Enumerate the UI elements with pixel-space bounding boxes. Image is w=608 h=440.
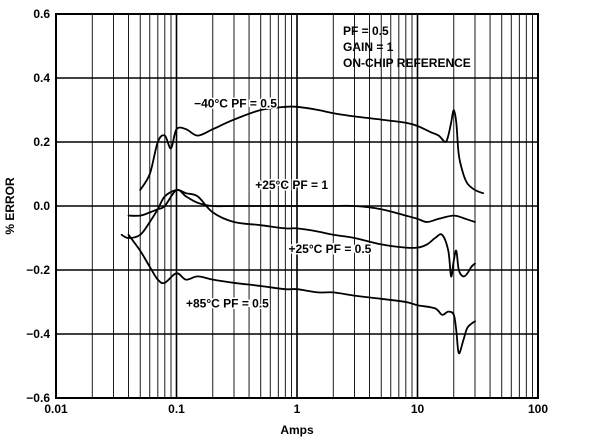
- series-label-2: +25°C PF = 0.5: [289, 242, 372, 256]
- y-tick-label: 0.0: [33, 199, 50, 213]
- series-line-0: [139, 105, 484, 195]
- series-line-2: [120, 189, 476, 278]
- y-tick-label: −0.2: [26, 263, 50, 277]
- plot-frame: [55, 13, 539, 399]
- x-tick-label: 0.1: [168, 402, 185, 416]
- series-group: [120, 105, 484, 355]
- conditions-legend: PF = 0.5 GAIN = 1 ON-CHIP REFERENCE: [343, 24, 471, 70]
- x-tick-label: 100: [528, 402, 548, 416]
- x-axis-label: Amps: [280, 423, 314, 437]
- tick-labels: 0.6 0.4 0.2 0.0 −0.2 −0.4 −0.60.01 0.1 1 10 100: [26, 7, 548, 416]
- series-label-0: −40°C PF = 0.5: [194, 97, 277, 111]
- y-tick-label: 0.6: [33, 7, 50, 21]
- y-tick-label: −0.4: [26, 327, 50, 341]
- note-gain: GAIN = 1: [343, 40, 394, 54]
- series-labels: −40°C PF = 0.5 +25°C PF = 1 +25°C PF = 0.5…: [185, 95, 374, 312]
- series-line-3: [127, 233, 476, 355]
- x-tick-label: 1: [294, 402, 301, 416]
- series-line-1: [127, 188, 476, 223]
- y-tick-label: 0.4: [33, 71, 50, 85]
- x-tick-label: 10: [411, 402, 425, 416]
- y-axis-label: % ERROR: [3, 177, 17, 235]
- note-reference: ON-CHIP REFERENCE: [343, 56, 471, 70]
- x-tick-label: 0.01: [44, 402, 68, 416]
- series-label-1: +25°C PF = 1: [255, 178, 328, 192]
- series-label-3: +85°C PF = 0.5: [186, 297, 269, 311]
- note-pf: PF = 0.5: [343, 24, 389, 38]
- y-tick-label: 0.2: [33, 135, 50, 149]
- y-tick-label: −0.6: [26, 391, 50, 405]
